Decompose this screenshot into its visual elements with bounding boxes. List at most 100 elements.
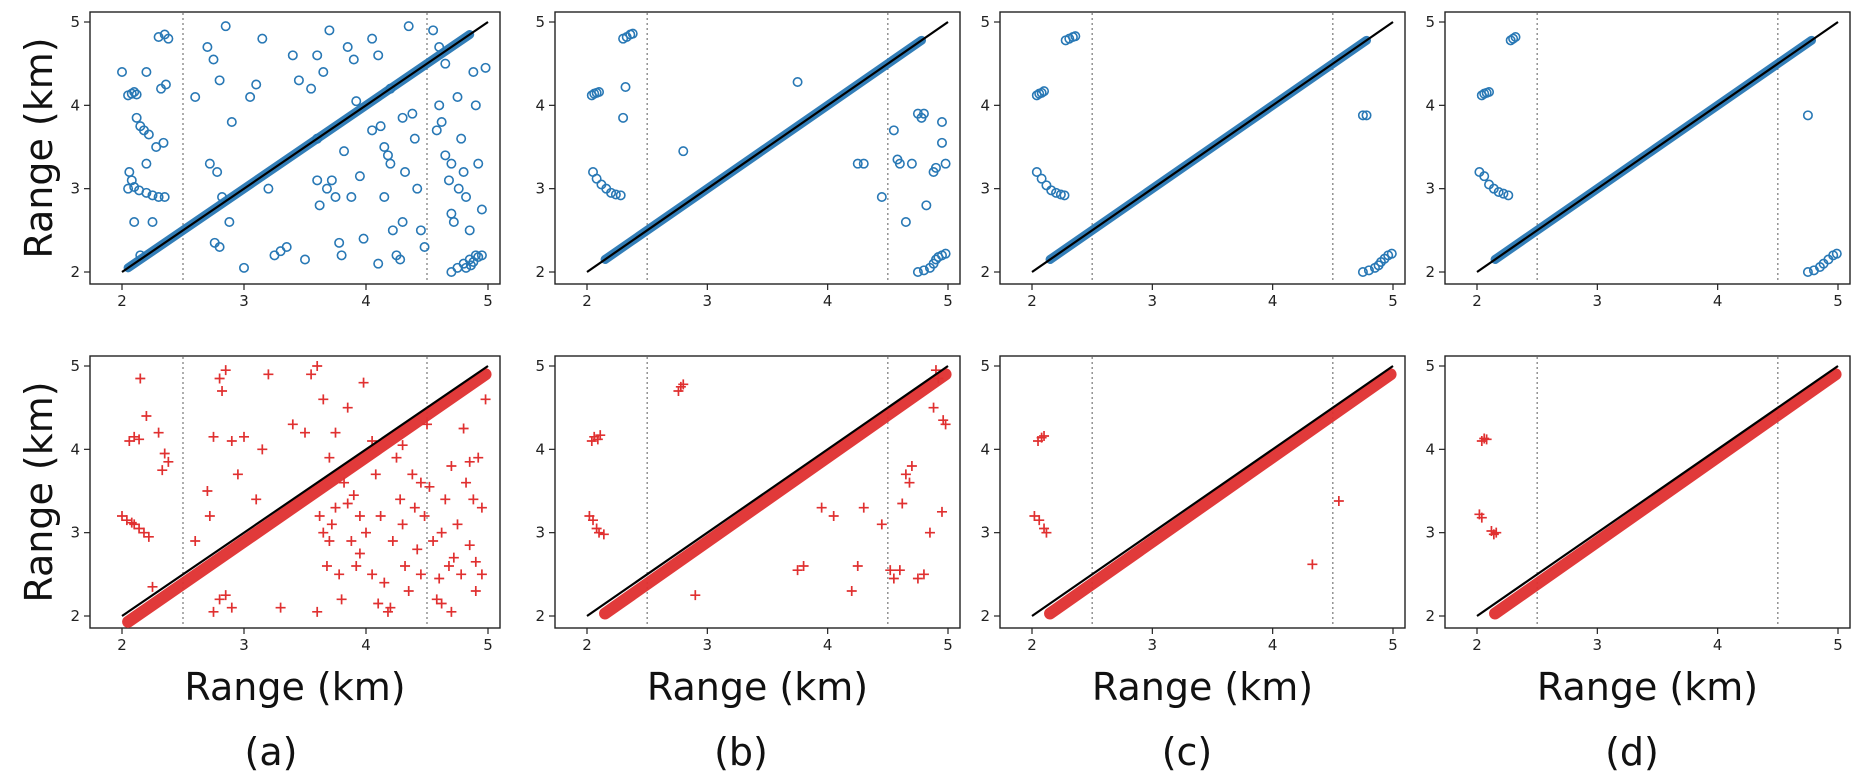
- point-bottom-a-24: [226, 436, 237, 446]
- point-top-a-17: [153, 31, 164, 42]
- point-top-b-17: [678, 146, 689, 157]
- point-top-a-32: [208, 54, 219, 65]
- point-top-a-109: [476, 204, 487, 215]
- point-top-a-81: [397, 112, 408, 123]
- point-top-a-5: [126, 175, 137, 186]
- point-bottom-a-30: [239, 431, 249, 442]
- point-bottom-b-29: [918, 569, 929, 580]
- point-bottom-a-35: [287, 419, 298, 430]
- point-top-d-12: [1508, 33, 1519, 44]
- point-bottom-a-104: [397, 440, 408, 451]
- point-bottom-b-23: [894, 565, 905, 576]
- point-bottom-a-27: [214, 594, 225, 605]
- point-top-a-123: [446, 158, 457, 169]
- point-bottom-a-59: [367, 569, 378, 580]
- point-top-c-0: [1031, 90, 1042, 101]
- point-bottom-a-81: [434, 573, 445, 584]
- point-top-a-38: [217, 192, 228, 203]
- point-bottom-a-47: [326, 519, 337, 530]
- point-bottom-c-8: [1333, 496, 1344, 506]
- xlabel-bottom-d: Range (km): [1537, 665, 1758, 709]
- point-top-c-4: [1031, 167, 1042, 178]
- xtick-label-bottom-d-2: 4: [1713, 636, 1723, 654]
- point-bottom-a-34: [275, 602, 286, 613]
- frame-top-a: [89, 11, 501, 285]
- point-bottom-b-13: [792, 565, 803, 576]
- point-bottom-a-73: [409, 502, 420, 513]
- point-top-a-58: [330, 192, 341, 203]
- point-bottom-a-86: [448, 552, 459, 563]
- point-top-a-51: [293, 75, 304, 86]
- point-top-a-54: [312, 50, 323, 61]
- point-top-d-14: [1802, 110, 1813, 121]
- point-bottom-a-75: [415, 569, 426, 580]
- point-bottom-a-68: [395, 494, 406, 505]
- point-top-a-83: [403, 21, 414, 32]
- point-bottom-a-88: [456, 569, 467, 580]
- point-bottom-a-41: [330, 427, 341, 438]
- point-top-a-23: [158, 137, 169, 148]
- point-bottom-a-98: [464, 456, 475, 467]
- ytick-label-bottom-d-2: 4: [1425, 440, 1435, 458]
- xtick-label-bottom-d-1: 3: [1593, 636, 1603, 654]
- ytick-label-bottom-d-3: 5: [1425, 357, 1435, 375]
- point-top-a-15: [143, 129, 154, 140]
- point-top-a-119: [461, 262, 472, 273]
- point-bottom-a-100: [446, 606, 457, 617]
- point-top-a-76: [382, 150, 393, 161]
- point-top-a-39: [224, 217, 235, 228]
- point-bottom-a-67: [391, 452, 402, 463]
- ytick-label-top-b-2: 4: [535, 96, 545, 114]
- point-top-a-121: [434, 41, 445, 52]
- caption-d: (d): [1605, 730, 1659, 774]
- point-bottom-b-19: [858, 502, 869, 513]
- point-bottom-a-76: [419, 511, 430, 521]
- point-top-a-122: [440, 58, 451, 69]
- xtick-label-top-c-2: 4: [1268, 292, 1278, 310]
- point-bottom-a-51: [339, 477, 350, 488]
- point-top-b-26: [906, 158, 917, 169]
- point-top-a-14: [131, 112, 142, 123]
- point-bottom-b-34: [938, 415, 949, 426]
- point-bottom-a-32: [257, 444, 268, 455]
- point-bottom-a-85: [446, 461, 457, 471]
- ytick-label-bottom-b-2: 4: [535, 440, 545, 458]
- ytick-label-bottom-a-2: 4: [70, 440, 80, 458]
- point-bottom-a-99: [476, 502, 487, 513]
- point-top-a-110: [480, 62, 491, 73]
- point-bottom-a-46: [324, 536, 335, 546]
- ytick-label-top-c-3: 5: [980, 13, 990, 31]
- dense-band-bottom-a: [122, 368, 492, 628]
- xtick-label-bottom-b-3: 5: [943, 636, 953, 654]
- ytick-label-bottom-b-3: 5: [535, 357, 545, 375]
- point-bottom-a-17: [190, 536, 201, 546]
- frame-top-c: [999, 11, 1406, 285]
- point-top-a-21: [160, 79, 171, 90]
- point-top-a-86: [412, 183, 423, 194]
- point-top-a-10: [153, 192, 164, 203]
- frame-top-d: [1444, 11, 1851, 285]
- point-bottom-a-49: [334, 569, 345, 580]
- point-bottom-a-13: [159, 448, 170, 459]
- xtick-label-bottom-a-3: 5: [483, 636, 493, 654]
- point-bottom-b-31: [928, 402, 939, 413]
- point-bottom-a-96: [480, 394, 491, 405]
- point-top-b-3: [594, 87, 605, 98]
- point-bottom-a-101: [436, 598, 447, 609]
- point-bottom-a-92: [468, 494, 479, 505]
- point-top-a-24: [117, 67, 128, 78]
- point-bottom-a-26: [208, 606, 219, 617]
- point-top-c-2: [1036, 87, 1047, 98]
- point-bottom-a-77: [422, 419, 432, 430]
- point-top-a-64: [358, 233, 369, 244]
- point-bottom-a-44: [318, 527, 329, 538]
- point-bottom-d-4: [1476, 512, 1487, 523]
- point-bottom-a-42: [312, 606, 323, 617]
- point-top-c-15: [1357, 110, 1368, 121]
- point-top-a-103: [458, 167, 469, 178]
- frame-bottom-a: [89, 355, 501, 629]
- point-top-a-70: [339, 146, 350, 157]
- point-top-d-13: [1510, 31, 1521, 42]
- identity-line-bottom-c: [1031, 365, 1394, 617]
- point-top-a-77: [385, 158, 396, 169]
